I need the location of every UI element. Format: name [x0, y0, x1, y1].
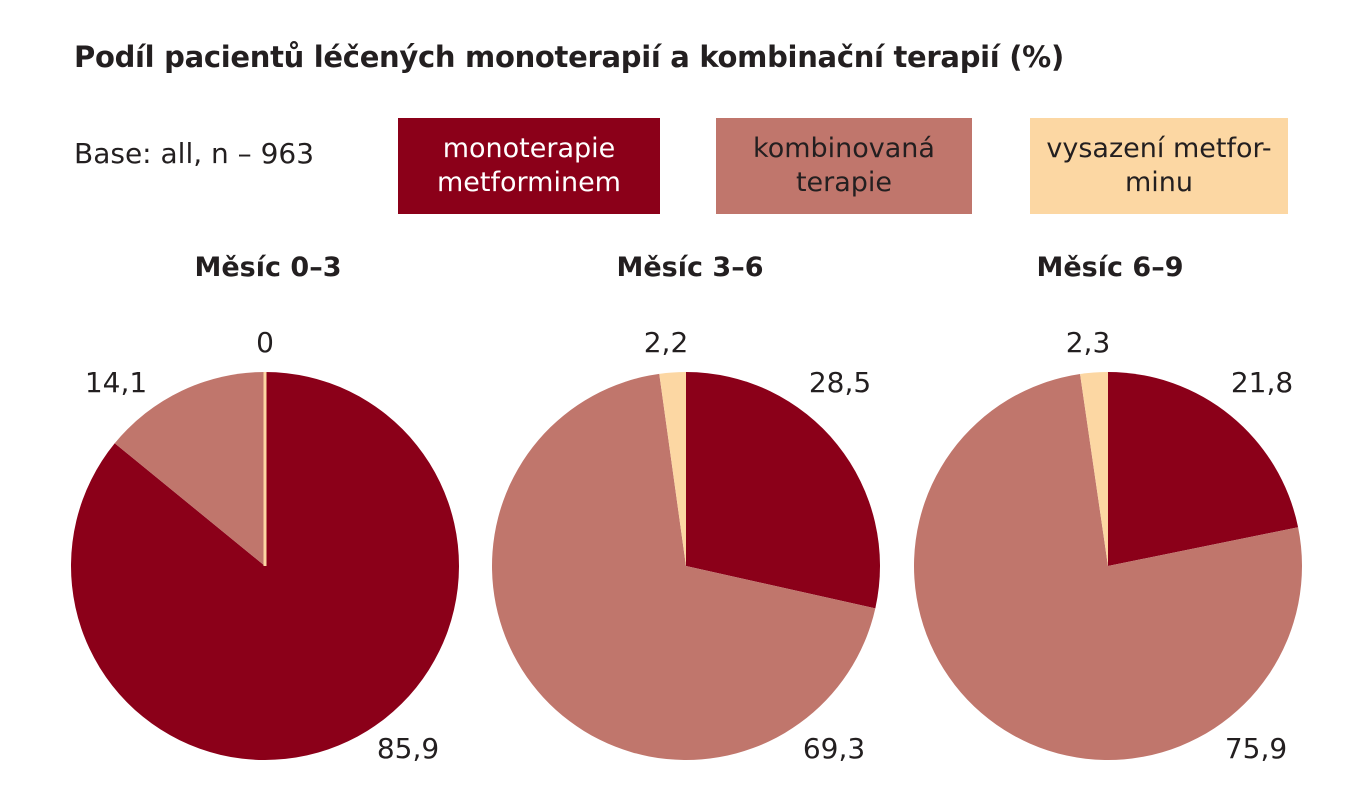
legend-label-kombinovana: kombinovaná terapie	[753, 133, 935, 198]
pie-slice	[659, 372, 686, 566]
pie-slice	[913, 374, 1302, 760]
pie-chart-title: Měsíc 3–6	[617, 252, 764, 283]
pie-slice	[114, 372, 266, 566]
pie-data-label: 14,1	[85, 366, 147, 399]
pie-data-label: 2,2	[644, 326, 689, 359]
pie-data-label: 2,3	[1066, 326, 1111, 359]
pie-slice	[1108, 371, 1299, 566]
pie-data-label: 75,9	[1225, 732, 1287, 765]
chart-title: Podíl pacientů léčených monoterapií a ko…	[74, 40, 1064, 74]
base-note: Base: all, n – 963	[74, 137, 315, 170]
pie-data-label: 69,3	[803, 732, 865, 765]
legend-monoterapie: monoterapie metforminem	[398, 118, 660, 214]
legend-label-monoterapie: monoterapie metforminem	[437, 133, 621, 198]
pie-chart-3: Měsíc 6–9 21,8 75,9 2,3	[913, 252, 1302, 765]
pie-slice	[491, 373, 876, 761]
legend-label-vysazeni: vysazení metfor- minu	[1046, 133, 1272, 198]
pie-slice	[686, 372, 880, 609]
legend-vysazeni: vysazení metfor- minu	[1030, 118, 1288, 214]
pie-chart-1: Měsíc 0–3 85,9 14,1 0	[70, 252, 459, 765]
pie-chart-title: Měsíc 6–9	[1037, 252, 1184, 283]
pie-slice	[1080, 372, 1108, 566]
pie-chart-title: Měsíc 0–3	[195, 252, 342, 283]
pie-data-label: 0	[256, 326, 274, 359]
pie-chart-2: Měsíc 3–6 28,5 69,3 2,2	[491, 252, 880, 765]
pie-data-label: 85,9	[377, 732, 439, 765]
legend-kombinovana: kombinovaná terapie	[716, 118, 972, 214]
pie-data-label: 28,5	[809, 366, 871, 399]
pie-data-label: 21,8	[1231, 366, 1293, 399]
